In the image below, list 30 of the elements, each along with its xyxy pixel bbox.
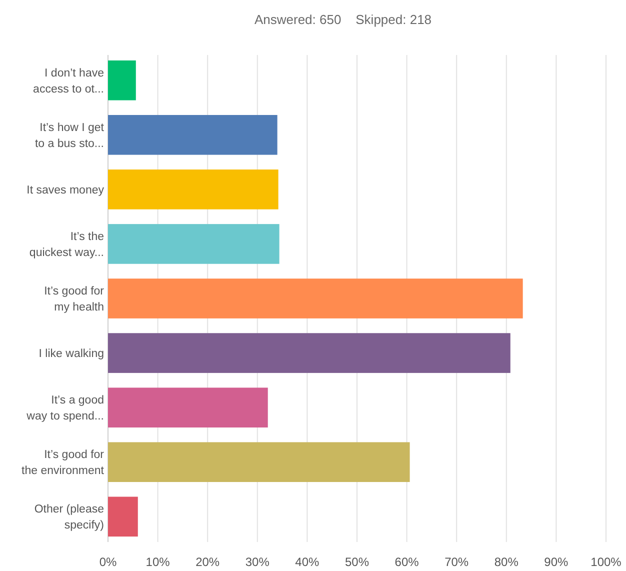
x-tick-label: 100% [590, 555, 622, 569]
x-tick-label: 90% [544, 555, 569, 569]
x-tick-label: 80% [494, 555, 519, 569]
y-tick-label: It’s the quickest way... [29, 230, 104, 259]
bar [108, 442, 410, 482]
bar [108, 170, 278, 210]
y-tick-label: It saves money [26, 184, 104, 196]
y-tick-label: I like walking [38, 348, 104, 360]
y-tick-label: It’s how I get to a bus sto... [34, 122, 105, 150]
x-tick-label: 50% [344, 555, 370, 569]
x-tick-label: 20% [196, 555, 220, 569]
bar [108, 60, 136, 100]
y-tick-label: I don’t have access to ot... [33, 67, 104, 96]
chart-title: Answered: 650 Skipped: 218 [254, 12, 432, 27]
y-tick-label: It’s good for the environment [22, 449, 105, 478]
x-tick-label: 70% [444, 555, 469, 569]
bar [108, 278, 523, 318]
x-tick-label: 40% [295, 555, 320, 569]
x-tick-label: 30% [245, 555, 270, 569]
x-tick-label: 10% [146, 555, 170, 569]
y-tick-label: It’s a good way to spend... [26, 394, 104, 423]
bar [108, 388, 268, 428]
x-tick-label: 0% [99, 555, 117, 569]
bar [108, 114, 278, 155]
bar [108, 333, 510, 373]
x-tick-label: 60% [394, 555, 420, 569]
y-tick-label: Other (please specify) [34, 504, 104, 532]
y-tick-label: It’s good for my health [44, 286, 104, 314]
bar [108, 496, 138, 537]
bar [108, 224, 280, 264]
